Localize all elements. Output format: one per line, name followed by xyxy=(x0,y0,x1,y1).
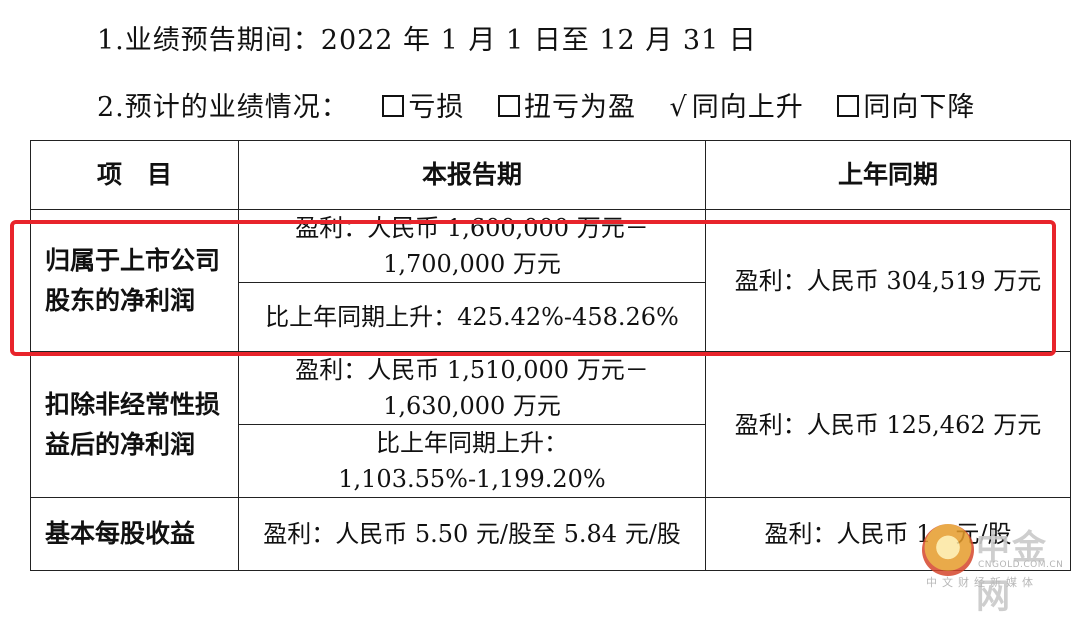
table-row: 比上年同期上升：1,103.55%-1,199.20% xyxy=(31,424,1071,498)
forecast-situation-line: 2.预计的业绩情况： 亏损 扭亏为盈 √ 同向上升 同向下降 xyxy=(97,85,975,124)
watermark-tagline: 中文财经新媒体 xyxy=(926,576,1038,589)
prior-profit: 盈利：人民币 304,519 万元 xyxy=(705,209,1071,352)
row-label-net-profit: 归属于上市公司股东的净利润 xyxy=(30,209,239,352)
prior-eps: 盈利：人民币 1 元/股 xyxy=(705,497,1071,571)
row-label-eps: 基本每股收益 xyxy=(30,497,239,571)
option-label: 亏损 xyxy=(408,92,465,123)
current-change-range: 比上年同期上升：425.42%-458.26% xyxy=(238,282,706,352)
option-turnaround[interactable]: 扭亏为盈 xyxy=(497,85,636,124)
table-row: 归属于上市公司股东的净利润 盈利：人民币 1,600,000 万元－1,700,… xyxy=(30,209,1071,352)
watermark: 中金网 CNGOLD.COM.CN 中文财经新媒体 xyxy=(918,520,1078,617)
checkbox-empty-icon xyxy=(382,95,405,117)
current-change-range: 比上年同期上升：1,103.55%-1,199.20% xyxy=(238,424,706,498)
option-decrease[interactable]: 同向下降 xyxy=(837,85,975,124)
table-row: 扣除非经常性损益后的净利润 盈利：人民币 1,510,000 万元－1,630,… xyxy=(30,351,1071,498)
forecast-period-line: 1.业绩预告期间：2022 年 1 月 1 日至 12 月 31 日 xyxy=(97,25,757,56)
prior-profit: 盈利：人民币 125,462 万元 xyxy=(705,351,1071,498)
header-prior-period: 上年同期 xyxy=(705,140,1071,210)
brand-logo-icon xyxy=(922,524,974,576)
checkbox-empty-icon xyxy=(497,95,520,117)
table-row: 基本每股收益 盈利：人民币 5.50 元/股至 5.84 元/股 盈利：人民币 … xyxy=(30,497,1071,571)
current-profit-range: 盈利：人民币 1,510,000 万元－1,630,000 万元 xyxy=(238,351,706,425)
row-label-adjusted-net-profit: 扣除非经常性损益后的净利润 xyxy=(30,351,239,498)
header-current-period: 本报告期 xyxy=(238,140,706,210)
option-loss[interactable]: 亏损 xyxy=(382,85,464,124)
table-row: 比上年同期上升：425.42%-458.26% xyxy=(31,282,1071,352)
current-profit-range: 盈利：人民币 1,600,000 万元－1,700,000 万元 xyxy=(238,209,706,283)
checkmark-icon: √ xyxy=(669,92,688,123)
option-label: 同向下降 xyxy=(863,92,976,123)
option-label: 同向上升 xyxy=(691,92,804,123)
current-eps: 盈利：人民币 5.50 元/股至 5.84 元/股 xyxy=(238,497,706,571)
option-increase[interactable]: √ 同向上升 xyxy=(670,85,804,124)
table-header-row: 项 目 本报告期 上年同期 xyxy=(30,140,1071,210)
checkbox-empty-icon xyxy=(837,95,860,117)
watermark-domain: CNGOLD.COM.CN xyxy=(978,560,1064,570)
earnings-forecast-table: 项 目 本报告期 上年同期 归属于上市公司股东的净利润 盈利：人民币 1,600… xyxy=(30,140,1071,571)
situation-prefix: 2.预计的业绩情况： xyxy=(97,92,349,123)
option-label: 扭亏为盈 xyxy=(523,92,636,123)
header-item: 项 目 xyxy=(30,140,239,210)
